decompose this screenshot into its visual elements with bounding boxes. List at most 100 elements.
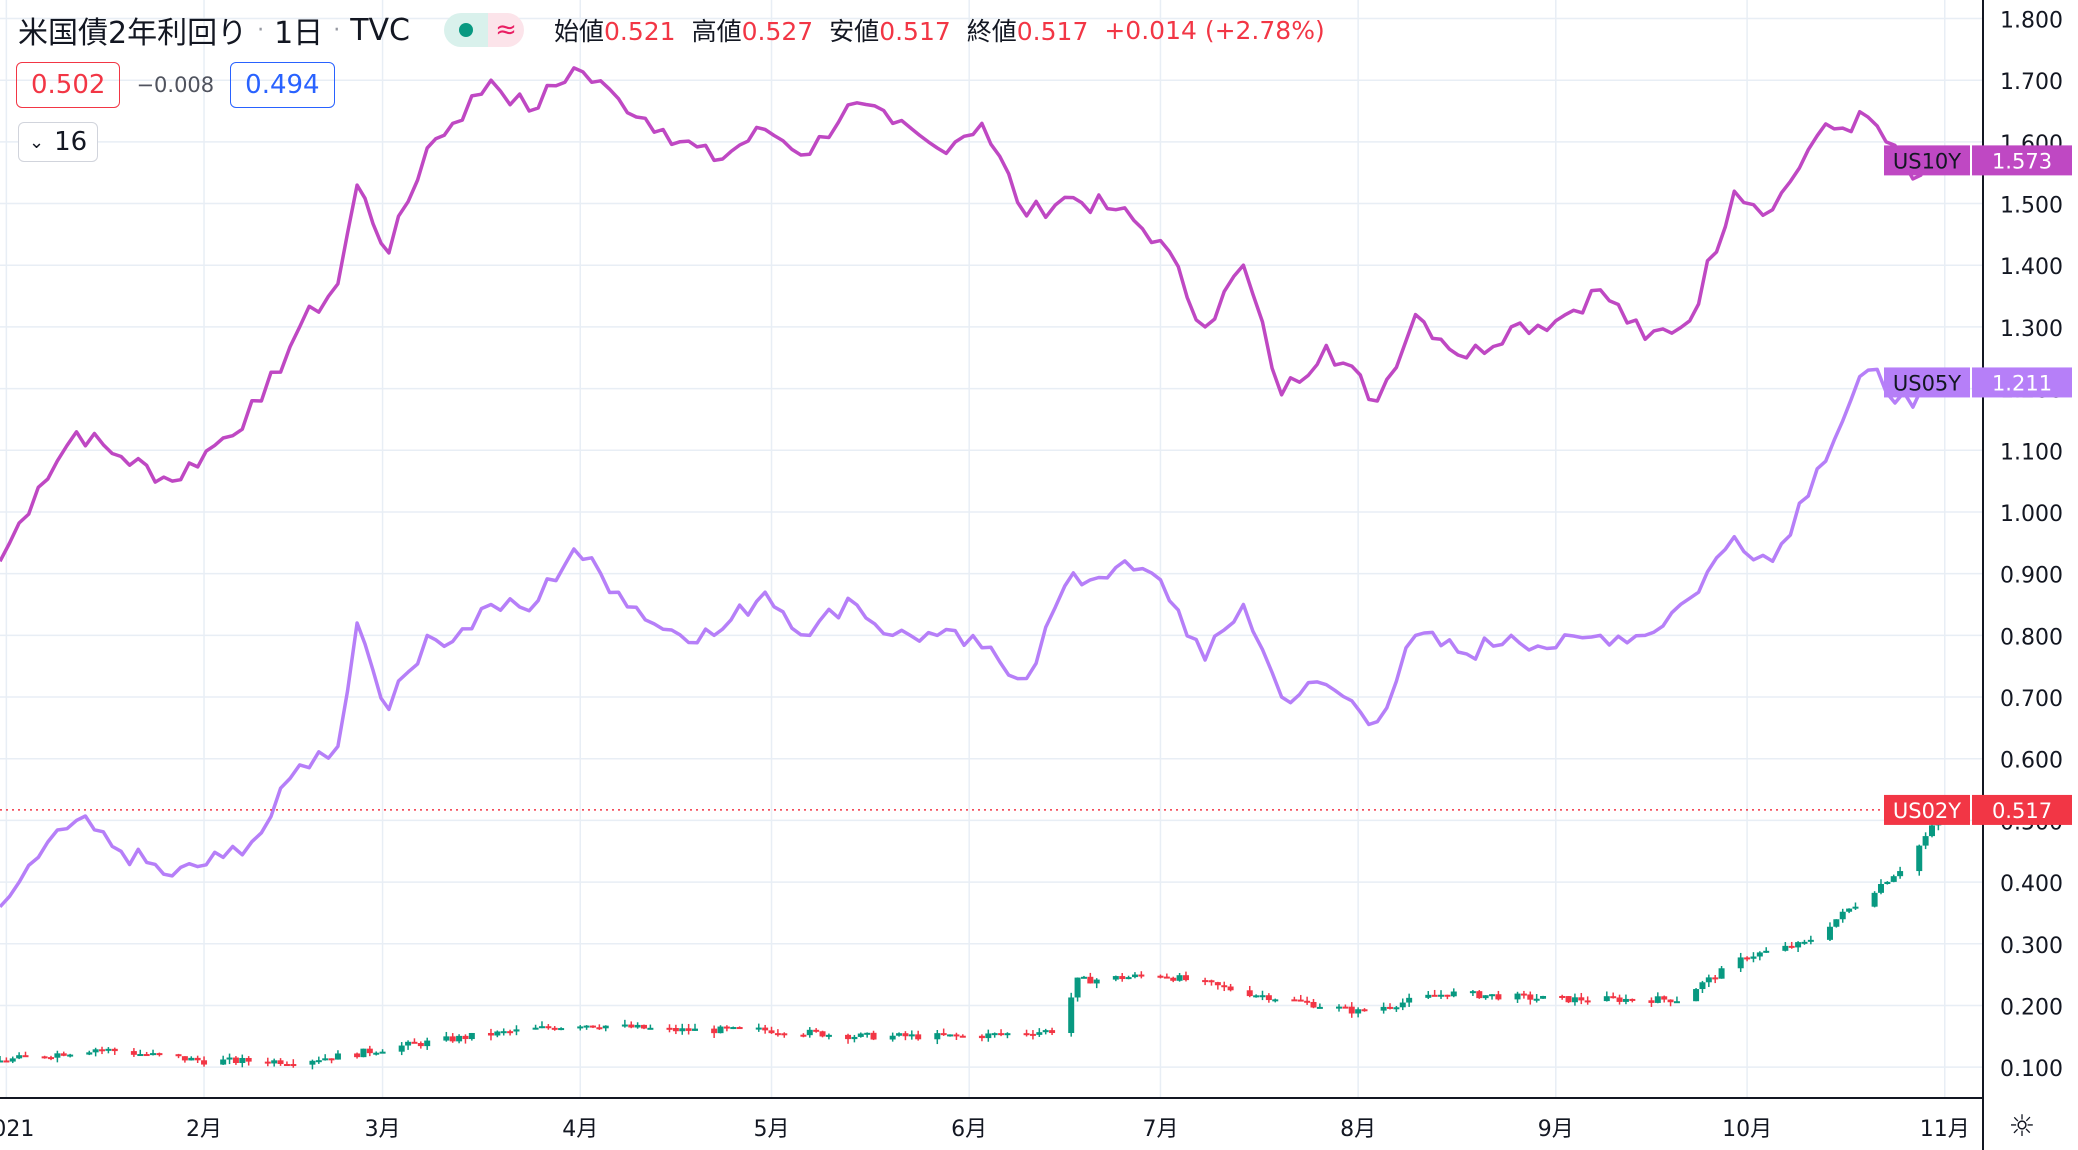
candle-body bbox=[1661, 996, 1668, 1000]
candle-body bbox=[1042, 1030, 1049, 1033]
candle-body bbox=[781, 1033, 788, 1036]
series-labels: US10Y 1.573 US05Y 1.211 US02Y 0.517 bbox=[1884, 145, 2072, 825]
time-tick-label: 7月 bbox=[1142, 1117, 1178, 1142]
series-last-bg bbox=[1972, 794, 2072, 825]
time-tick-label: 6月 bbox=[951, 1117, 987, 1142]
time-tick-label: 2月 bbox=[186, 1117, 222, 1142]
candle-body bbox=[86, 1052, 93, 1055]
high-value: 高値0.527 bbox=[691, 17, 814, 46]
time-axis[interactable]: 2021 2月 3月 4月 5月 6月 7月 8月 9月 10月 11月 bbox=[0, 1097, 1983, 1142]
price-axis[interactable]: 0.1000.2000.3000.4000.5000.6000.7000.800… bbox=[1982, 0, 2063, 1150]
candle-body bbox=[1336, 1006, 1343, 1009]
candle-body bbox=[1450, 991, 1457, 997]
candle-body bbox=[411, 1041, 418, 1044]
price-tick-label: 0.200 bbox=[2000, 995, 2063, 1020]
candle-body bbox=[1080, 976, 1087, 979]
candle-body bbox=[379, 1051, 386, 1054]
candle-body bbox=[1348, 1006, 1355, 1014]
spread-value: −0.008 bbox=[136, 73, 215, 97]
candle-body bbox=[1839, 911, 1846, 920]
candle-body bbox=[1208, 980, 1215, 983]
candle-body bbox=[640, 1024, 647, 1029]
candle-body bbox=[532, 1027, 539, 1030]
interval[interactable]: 1日 bbox=[274, 16, 324, 51]
candle-body bbox=[672, 1028, 679, 1032]
candle-body bbox=[1393, 1007, 1400, 1010]
candle-body bbox=[851, 1036, 858, 1040]
candle-body bbox=[239, 1057, 246, 1063]
candle-body bbox=[1852, 906, 1859, 909]
candle-body bbox=[1125, 977, 1132, 980]
candle-body bbox=[1304, 1000, 1311, 1003]
price-tick-label: 0.800 bbox=[2000, 625, 2063, 650]
candle-body bbox=[54, 1053, 61, 1058]
candle-body bbox=[507, 1031, 514, 1034]
candle-body bbox=[188, 1057, 195, 1061]
candle-body bbox=[1922, 836, 1929, 846]
candle-body bbox=[137, 1054, 144, 1057]
candle-body bbox=[1157, 975, 1164, 978]
candle-body bbox=[468, 1032, 475, 1040]
candle-body bbox=[315, 1060, 322, 1063]
candle-body bbox=[934, 1033, 941, 1040]
candle-body bbox=[494, 1031, 501, 1036]
time-tick-label: 2021 bbox=[0, 1117, 34, 1142]
candle-body bbox=[456, 1035, 463, 1042]
candle-body bbox=[1807, 939, 1814, 942]
candle-body bbox=[1693, 989, 1700, 1002]
sell-price-button[interactable]: 0.502 bbox=[16, 62, 121, 108]
candle-body bbox=[1846, 908, 1853, 912]
buy-price-button[interactable]: 0.494 bbox=[230, 62, 335, 108]
candle-body bbox=[1310, 1001, 1317, 1008]
candle-body bbox=[1533, 998, 1540, 1001]
candle-body bbox=[1406, 997, 1413, 1003]
candle-body bbox=[150, 1053, 157, 1056]
candle-body bbox=[194, 1057, 201, 1061]
candle-body bbox=[902, 1033, 909, 1037]
candle-body bbox=[1176, 975, 1183, 981]
gear-icon[interactable]: ☼ bbox=[2008, 1108, 2036, 1144]
candle-body bbox=[201, 1060, 208, 1065]
status-pill[interactable]: ≈ bbox=[443, 13, 524, 47]
candle-body bbox=[583, 1025, 590, 1028]
candle-body bbox=[92, 1049, 99, 1053]
green-dot-icon bbox=[443, 13, 488, 47]
candle-body bbox=[985, 1033, 992, 1039]
candle-body bbox=[730, 1027, 737, 1030]
candle-body bbox=[819, 1031, 826, 1037]
candle-body bbox=[1763, 950, 1770, 953]
candle-body bbox=[1202, 980, 1209, 983]
candle-body bbox=[354, 1053, 361, 1058]
candle-body bbox=[245, 1057, 252, 1062]
series-last-value: 1.573 bbox=[1992, 149, 2052, 173]
candle-body bbox=[1610, 996, 1617, 999]
candle-body bbox=[1584, 1000, 1591, 1003]
candle-body bbox=[398, 1045, 405, 1052]
candle-body bbox=[736, 1027, 743, 1030]
series-tag-bg bbox=[1884, 794, 1970, 825]
indicators-toggle[interactable]: ⌄ 16 bbox=[18, 122, 99, 162]
candle-body bbox=[679, 1028, 686, 1032]
candle-body bbox=[1029, 1033, 1036, 1036]
candle-body bbox=[1068, 997, 1075, 1034]
open-value: 始値0.521 bbox=[553, 17, 676, 46]
candle-body bbox=[1361, 1009, 1368, 1012]
candle-body bbox=[1756, 952, 1763, 957]
candle-body bbox=[1571, 997, 1578, 1003]
candle-body bbox=[545, 1026, 552, 1029]
candle-body bbox=[1074, 977, 1081, 998]
candle-body bbox=[825, 1034, 832, 1037]
symbol-name[interactable]: 米国債2年利回り bbox=[18, 16, 248, 51]
bid-ask-row: 0.502 −0.008 0.494 bbox=[16, 62, 335, 108]
candle-body bbox=[991, 1033, 998, 1036]
candle-body bbox=[1227, 986, 1234, 991]
candle-body bbox=[1705, 977, 1712, 983]
series-last-bg bbox=[1972, 145, 2072, 176]
candle-body bbox=[953, 1034, 960, 1037]
low-value: 安値0.517 bbox=[829, 17, 951, 46]
candle-body bbox=[1431, 994, 1438, 997]
candle-body bbox=[864, 1032, 871, 1035]
price-tick-label: 0.400 bbox=[2000, 872, 2063, 897]
candle-body bbox=[1718, 968, 1725, 979]
